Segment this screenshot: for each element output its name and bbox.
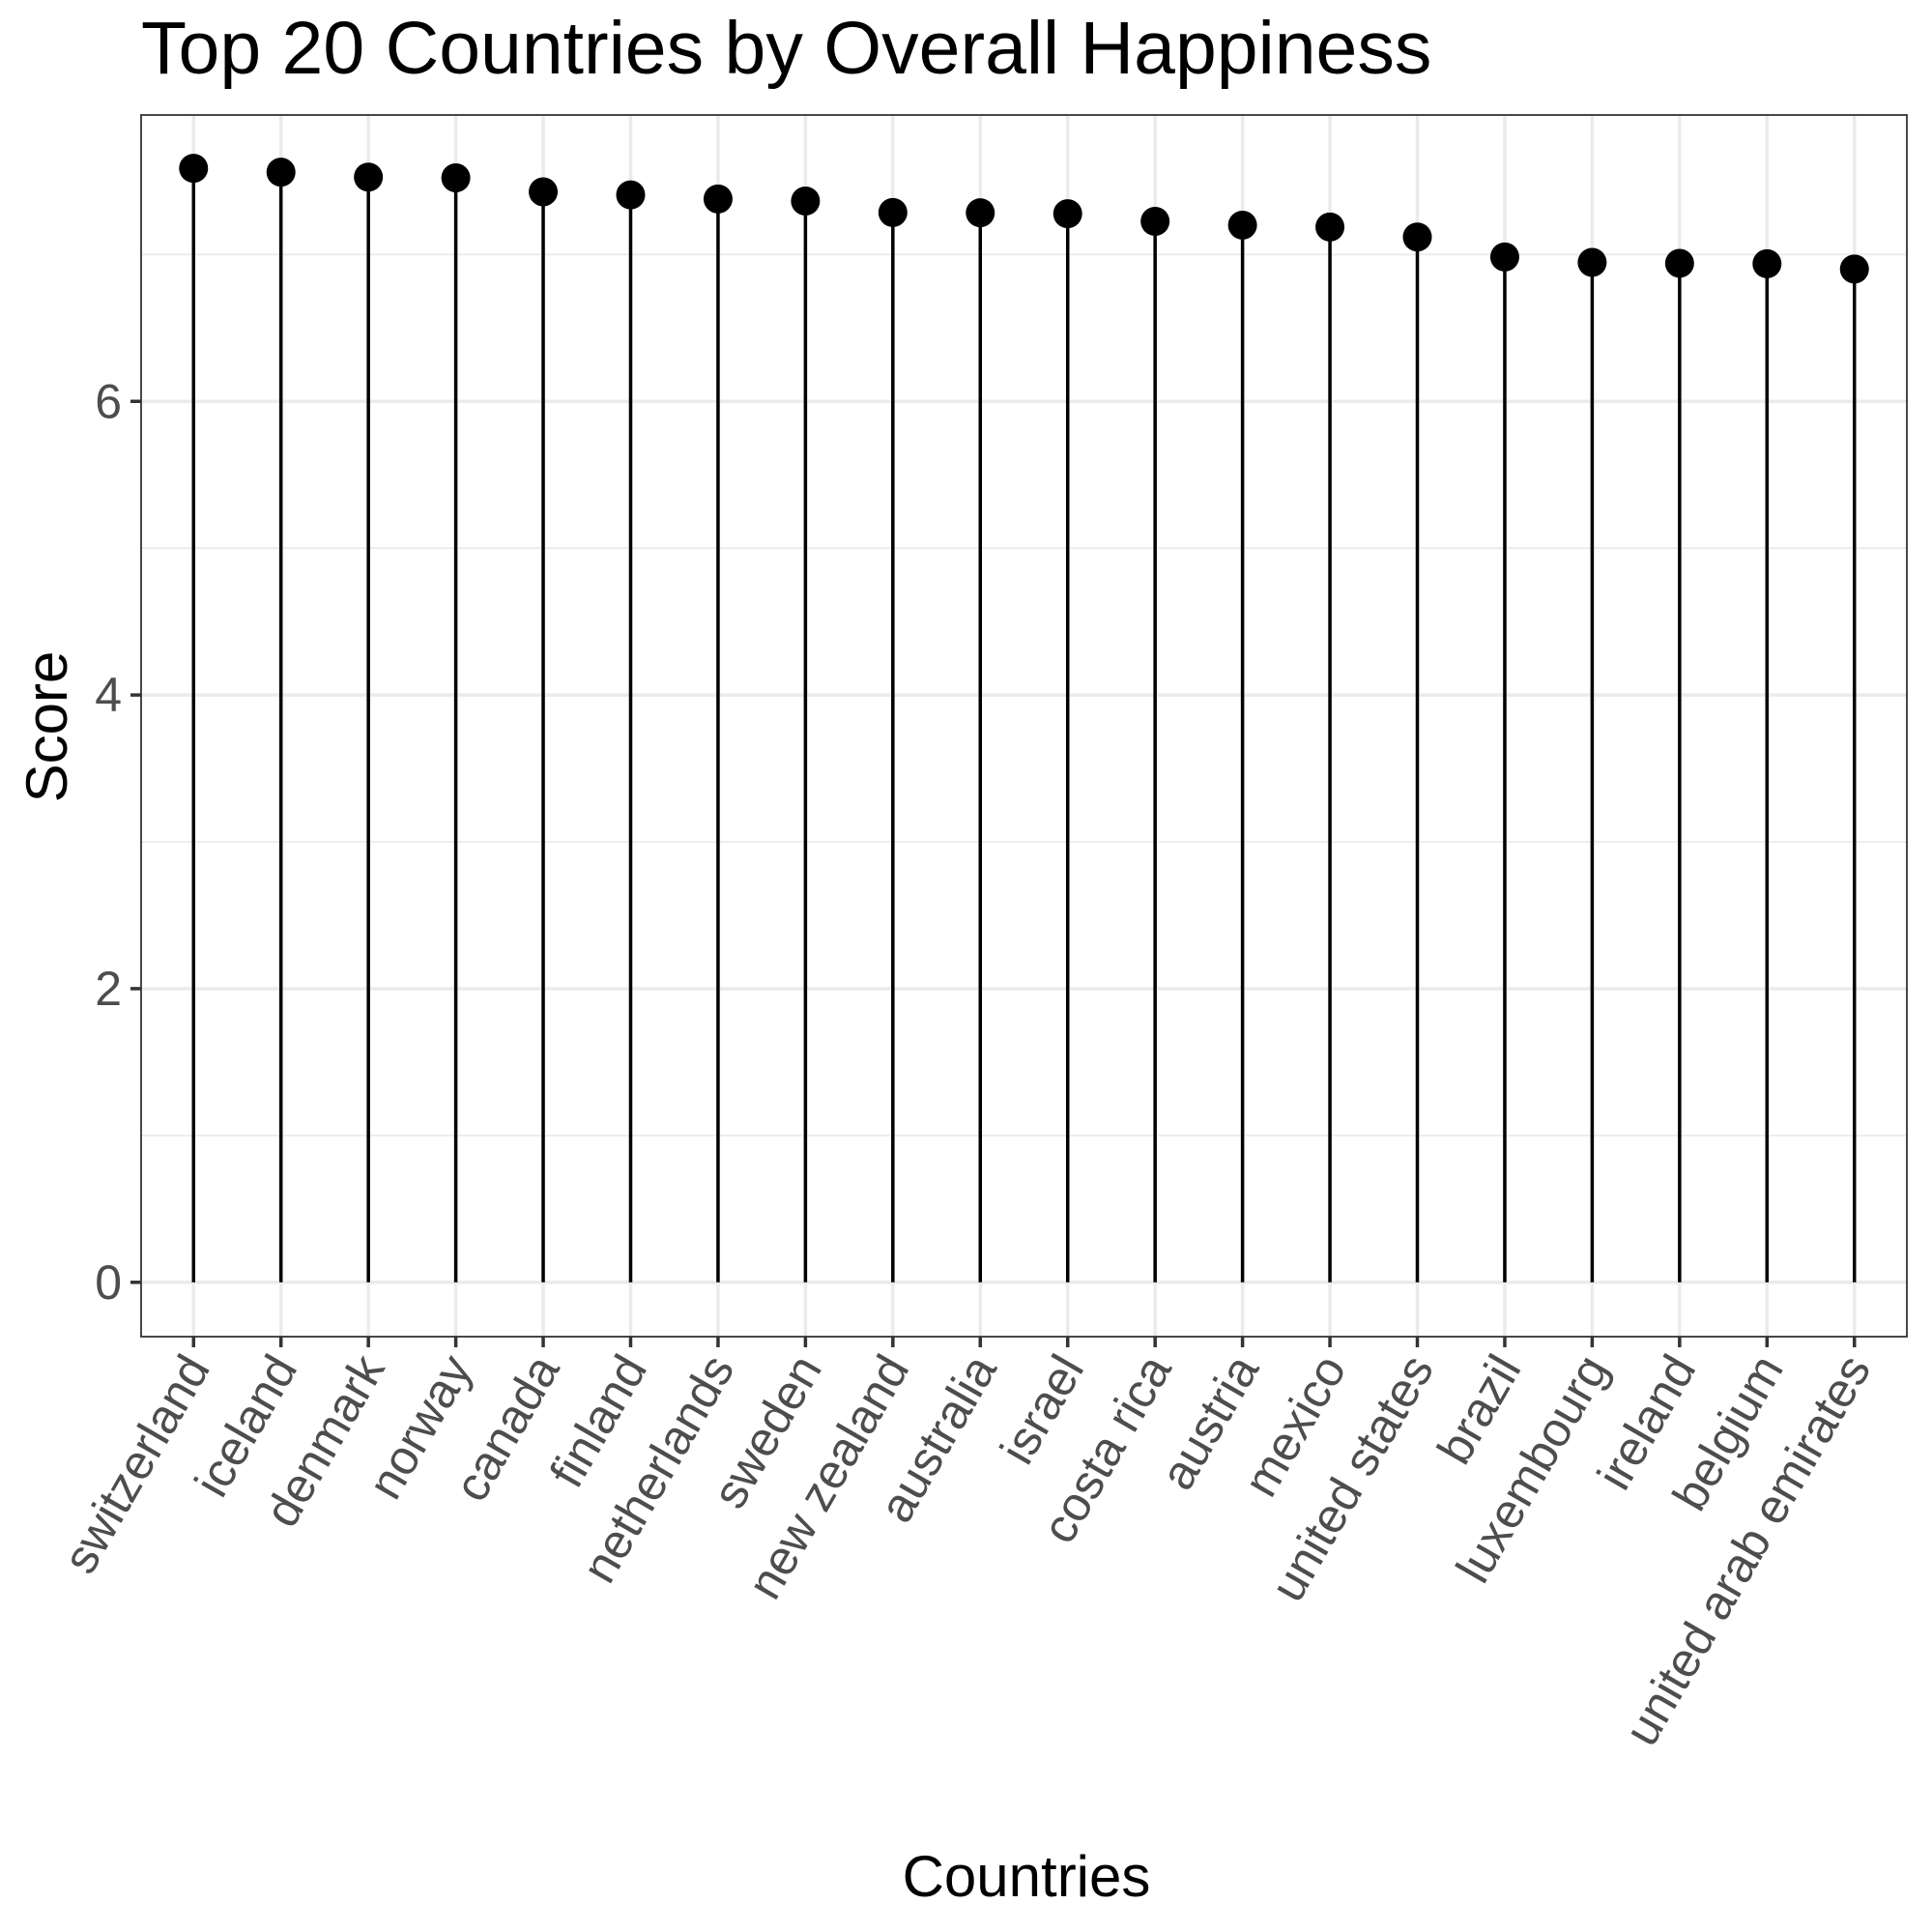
data-point xyxy=(1053,199,1082,229)
data-point xyxy=(1402,222,1432,252)
data-point xyxy=(354,162,384,192)
lollipop-points xyxy=(179,154,1869,284)
data-point xyxy=(966,198,995,228)
y-axis-title: Score xyxy=(14,651,79,803)
data-point xyxy=(441,163,471,193)
data-point xyxy=(878,197,908,227)
y-tick-label: 6 xyxy=(95,374,122,428)
data-point xyxy=(266,158,296,187)
plot-panel xyxy=(140,114,1908,1338)
lollipop-stems xyxy=(191,168,1857,1283)
data-point xyxy=(616,180,646,210)
y-axis: 0 2 4 6 xyxy=(95,374,141,1310)
x-axis: switzerlandicelanddenmarknorwaycanadafin… xyxy=(52,1337,1881,1754)
data-point xyxy=(529,177,559,207)
y-tick-label: 0 xyxy=(95,1255,122,1310)
y-tick-label: 2 xyxy=(95,962,122,1016)
grid xyxy=(141,115,1907,1337)
data-point xyxy=(1752,248,1782,278)
data-point xyxy=(791,187,821,216)
data-point xyxy=(703,184,733,214)
y-tick-label: 4 xyxy=(95,668,122,722)
data-point xyxy=(1664,248,1694,278)
data-point xyxy=(1839,254,1869,284)
x-axis-title: Countries xyxy=(903,1844,1151,1909)
data-point xyxy=(1489,242,1519,272)
data-point xyxy=(1315,212,1345,242)
data-point xyxy=(1140,206,1170,236)
data-point xyxy=(1577,247,1607,277)
chart-title: Top 20 Countries by Overall Happiness xyxy=(141,7,1431,90)
data-point xyxy=(179,154,209,184)
data-point xyxy=(1227,210,1257,240)
